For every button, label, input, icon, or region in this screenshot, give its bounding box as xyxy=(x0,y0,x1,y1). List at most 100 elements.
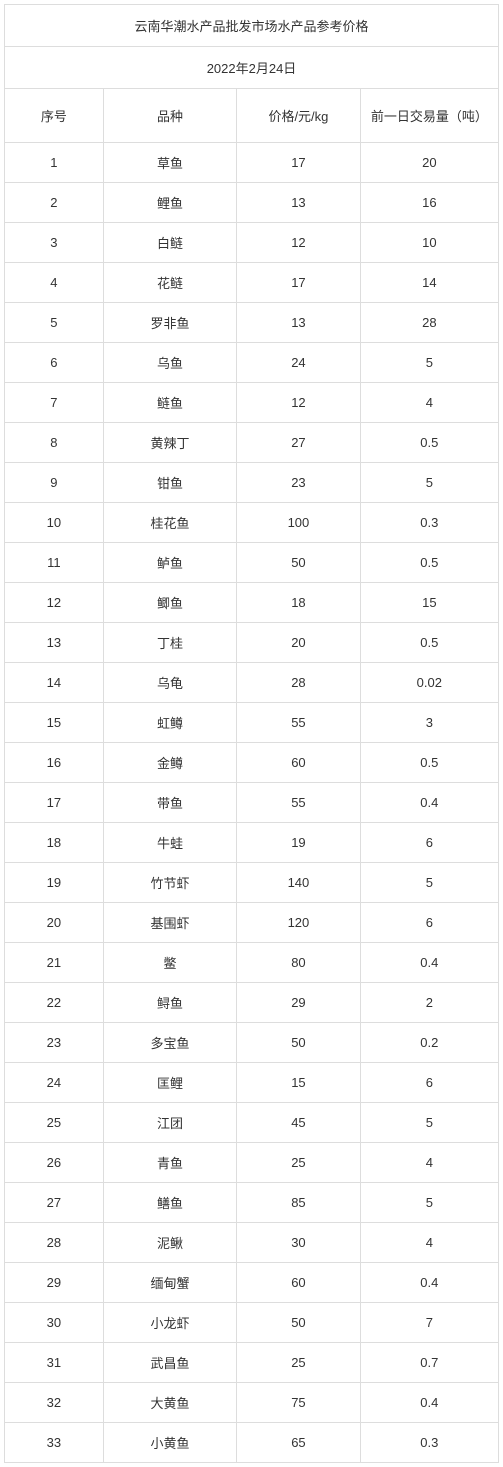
table-cell: 4 xyxy=(360,1223,498,1263)
table-cell: 15 xyxy=(360,583,498,623)
table-cell: 85 xyxy=(237,1183,361,1223)
table-cell: 0.5 xyxy=(360,423,498,463)
table-cell: 14 xyxy=(5,663,104,703)
table-row: 8黄辣丁270.5 xyxy=(5,423,499,463)
table-cell: 55 xyxy=(237,703,361,743)
table-cell: 鲤鱼 xyxy=(103,183,236,223)
table-row: 12鲫鱼1815 xyxy=(5,583,499,623)
table-cell: 带鱼 xyxy=(103,783,236,823)
table-cell: 16 xyxy=(360,183,498,223)
table-cell: 6 xyxy=(360,823,498,863)
table-cell: 鲫鱼 xyxy=(103,583,236,623)
table-cell: 55 xyxy=(237,783,361,823)
table-cell: 鲟鱼 xyxy=(103,983,236,1023)
table-cell: 75 xyxy=(237,1383,361,1423)
table-cell: 20 xyxy=(237,623,361,663)
col-header-price: 价格/元/kg xyxy=(237,89,361,143)
table-cell: 28 xyxy=(5,1223,104,1263)
table-cell: 竹节虾 xyxy=(103,863,236,903)
table-cell: 50 xyxy=(237,543,361,583)
table-cell: 8 xyxy=(5,423,104,463)
table-cell: 45 xyxy=(237,1103,361,1143)
table-row: 10桂花鱼1000.3 xyxy=(5,503,499,543)
table-cell: 0.4 xyxy=(360,1383,498,1423)
table-cell: 9 xyxy=(5,463,104,503)
table-cell: 牛蛙 xyxy=(103,823,236,863)
table-cell: 26 xyxy=(5,1143,104,1183)
table-row: 31武昌鱼250.7 xyxy=(5,1343,499,1383)
table-cell: 25 xyxy=(237,1143,361,1183)
table-cell: 12 xyxy=(237,223,361,263)
table-cell: 3 xyxy=(360,703,498,743)
table-cell: 罗非鱼 xyxy=(103,303,236,343)
table-row: 32大黄鱼750.4 xyxy=(5,1383,499,1423)
table-cell: 13 xyxy=(237,303,361,343)
table-row: 25江团455 xyxy=(5,1103,499,1143)
table-row: 33小黄鱼650.3 xyxy=(5,1423,499,1463)
table-cell: 27 xyxy=(237,423,361,463)
table-cell: 31 xyxy=(5,1343,104,1383)
table-cell: 4 xyxy=(360,1143,498,1183)
table-row: 11鲈鱼500.5 xyxy=(5,543,499,583)
table-cell: 16 xyxy=(5,743,104,783)
table-row: 30小龙虾507 xyxy=(5,1303,499,1343)
table-cell: 江团 xyxy=(103,1103,236,1143)
table-row: 20基围虾1206 xyxy=(5,903,499,943)
table-cell: 钳鱼 xyxy=(103,463,236,503)
table-row: 5罗非鱼1328 xyxy=(5,303,499,343)
table-cell: 花鲢 xyxy=(103,263,236,303)
table-cell: 120 xyxy=(237,903,361,943)
table-cell: 小龙虾 xyxy=(103,1303,236,1343)
table-cell: 0.5 xyxy=(360,743,498,783)
table-cell: 20 xyxy=(5,903,104,943)
table-row: 22鲟鱼292 xyxy=(5,983,499,1023)
col-header-variety: 品种 xyxy=(103,89,236,143)
table-cell: 武昌鱼 xyxy=(103,1343,236,1383)
table-cell: 0.3 xyxy=(360,503,498,543)
table-cell: 6 xyxy=(360,1063,498,1103)
col-header-volume: 前一日交易量（吨） xyxy=(360,89,498,143)
table-cell: 3 xyxy=(5,223,104,263)
table-cell: 6 xyxy=(360,903,498,943)
table-row: 23多宝鱼500.2 xyxy=(5,1023,499,1063)
table-cell: 80 xyxy=(237,943,361,983)
table-cell: 4 xyxy=(360,383,498,423)
table-cell: 4 xyxy=(5,263,104,303)
table-cell: 23 xyxy=(237,463,361,503)
table-cell: 14 xyxy=(360,263,498,303)
table-cell: 7 xyxy=(360,1303,498,1343)
table-cell: 27 xyxy=(5,1183,104,1223)
table-cell: 29 xyxy=(5,1263,104,1303)
table-row: 26青鱼254 xyxy=(5,1143,499,1183)
table-cell: 乌龟 xyxy=(103,663,236,703)
col-header-index: 序号 xyxy=(5,89,104,143)
table-row: 18牛蛙196 xyxy=(5,823,499,863)
table-cell: 1 xyxy=(5,143,104,183)
table-cell: 25 xyxy=(5,1103,104,1143)
table-cell: 12 xyxy=(237,383,361,423)
table-cell: 15 xyxy=(237,1063,361,1103)
table-cell: 0.7 xyxy=(360,1343,498,1383)
table-cell: 0.3 xyxy=(360,1423,498,1463)
table-cell: 鳝鱼 xyxy=(103,1183,236,1223)
table-cell: 泥鳅 xyxy=(103,1223,236,1263)
table-cell: 23 xyxy=(5,1023,104,1063)
table-cell: 11 xyxy=(5,543,104,583)
table-row: 21鳖800.4 xyxy=(5,943,499,983)
table-cell: 140 xyxy=(237,863,361,903)
table-cell: 鳖 xyxy=(103,943,236,983)
table-cell: 0.5 xyxy=(360,543,498,583)
table-cell: 虹鳟 xyxy=(103,703,236,743)
table-cell: 5 xyxy=(360,343,498,383)
table-cell: 基围虾 xyxy=(103,903,236,943)
table-row: 6乌鱼245 xyxy=(5,343,499,383)
table-cell: 缅甸蟹 xyxy=(103,1263,236,1303)
table-cell: 18 xyxy=(5,823,104,863)
table-cell: 60 xyxy=(237,743,361,783)
table-cell: 32 xyxy=(5,1383,104,1423)
table-cell: 0.02 xyxy=(360,663,498,703)
table-cell: 5 xyxy=(360,1183,498,1223)
table-title: 云南华潮水产品批发市场水产品参考价格 xyxy=(5,5,499,47)
table-cell: 白鲢 xyxy=(103,223,236,263)
table-cell: 匡鲤 xyxy=(103,1063,236,1103)
